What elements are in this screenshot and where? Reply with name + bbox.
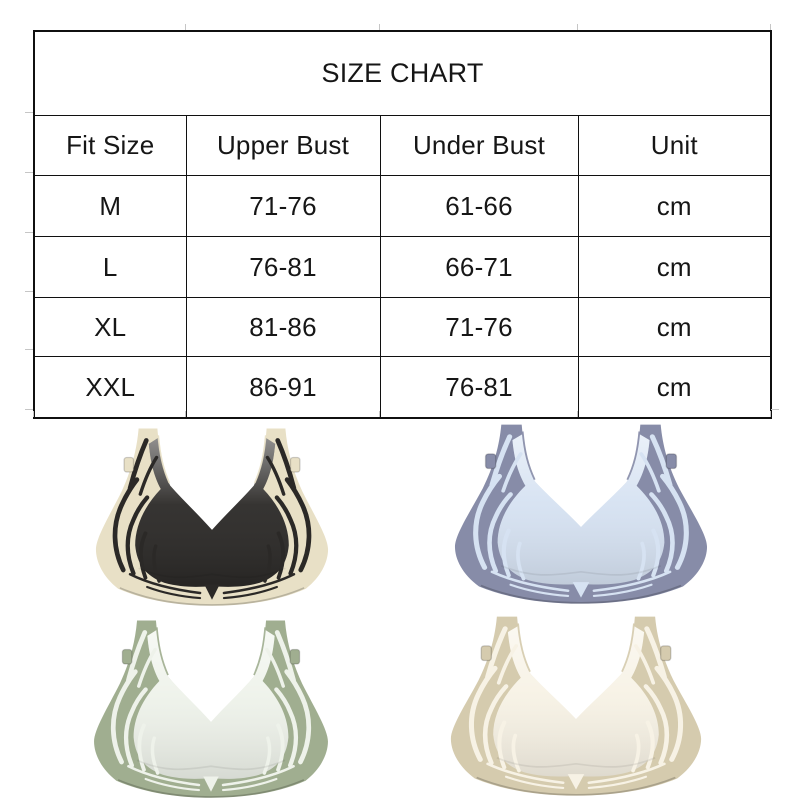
gridline-stub [770,411,771,417]
gridline-stub [185,24,186,30]
unit-cell: cm [577,297,772,357]
upper-bust-cell: 81-86 [185,297,381,357]
bra-illustration [442,416,720,614]
under-bust-cell: 76-81 [379,356,579,419]
upper-bust-cell: 76-81 [185,236,381,298]
column-header-upper-bust: Upper Bust [185,115,381,176]
bra-illustration [84,420,340,616]
gridline-stub [33,411,34,417]
gridline-stub [25,232,33,233]
bra-illustration [82,612,340,808]
table-row-xl: XL 81-86 71-76 cm [33,297,772,357]
gridline-stub [25,172,33,173]
product-photo-gray-lightblue-bra [442,416,720,614]
gridline-stub [379,24,380,30]
table-row-m: M 71-76 61-66 cm [33,175,772,237]
under-bust-cell: 66-71 [379,236,579,298]
table-row-l: L 76-81 66-71 cm [33,236,772,298]
column-header-under-bust: Under Bust [379,115,579,176]
upper-bust-cell: 71-76 [185,175,381,237]
unit-cell: cm [577,236,772,298]
gridline-stub [25,349,33,350]
product-photo-tan-ivory-bra [438,608,714,806]
gridline-stub [25,112,33,113]
bra-illustration [438,608,714,806]
gridline-stub [771,409,779,410]
product-photo-beige-black-bra [84,420,340,616]
column-header-fit-size: Fit Size [33,115,187,176]
gridline-stub [25,409,33,410]
unit-cell: cm [577,356,772,419]
gridline-stub [577,24,578,30]
under-bust-cell: 61-66 [379,175,579,237]
size-cell: XL [33,297,187,357]
size-cell: L [33,236,187,298]
gridline-stub [185,411,186,417]
size-cell: XXL [33,356,187,419]
unit-cell: cm [577,175,772,237]
gridline-stub [577,411,578,417]
product-photo-green-mint-bra [82,612,340,808]
gridline-stub [25,291,33,292]
gridline-stub [379,411,380,417]
size-chart-title: SIZE CHART [33,30,772,116]
table-row-xxl: XXL 86-91 76-81 cm [33,356,772,419]
under-bust-cell: 71-76 [379,297,579,357]
upper-bust-cell: 86-91 [185,356,381,419]
column-header-unit: Unit [577,115,772,176]
gridline-stub [770,24,771,30]
size-cell: M [33,175,187,237]
size-chart-table: SIZE CHART Fit Size Upper Bust Under Bus… [33,30,773,419]
